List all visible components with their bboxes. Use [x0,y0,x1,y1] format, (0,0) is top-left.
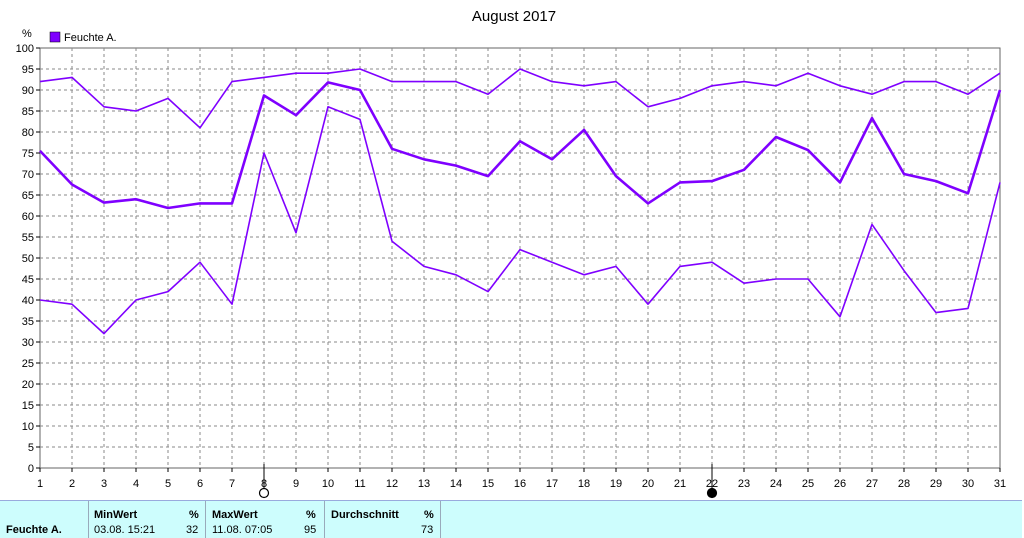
y-tick-label: 100 [16,43,34,55]
y-tick-label: 90 [22,85,34,97]
max-day-marker-icon [258,487,270,499]
x-tick-label: 18 [578,478,590,490]
x-tick-label: 20 [642,478,654,490]
x-tick-label: 21 [674,478,686,490]
max-value: 95 [304,524,317,536]
x-tick-label: 10 [322,478,334,490]
x-tick-label: 11 [354,478,365,490]
x-tick-label: 7 [229,478,235,490]
y-tick-label: 50 [22,253,34,265]
x-tick-label: 28 [898,478,910,490]
y-tick-label: 25 [22,358,34,370]
x-tick-label: 27 [866,478,878,490]
y-tick-label: 55 [22,232,34,244]
legend-label: Feuchte A. [64,32,117,44]
x-tick-label: 25 [802,478,814,490]
x-tick-label: 4 [133,478,139,490]
x-tick-label: 3 [101,478,107,490]
x-tick-label: 29 [930,478,942,490]
min-time: 03.08. 15:21 [94,524,156,536]
y-tick-label: 20 [22,379,34,391]
day-markers [258,464,718,499]
footer-max-cell: MaxWert % 11.08. 07:05 95 [206,501,325,538]
footer-avg-cell: Durchschnitt % 73 [325,501,441,538]
footer-series-cell: Feuchte A. [0,501,89,538]
y-tick-label: 5 [28,442,34,454]
y-tick-label: 35 [22,316,34,328]
y-axis: 0 5 10 15 20 25 30 35 40 45 50 55 60 65 70 75 80 85 90 95 10… [16,43,40,475]
avg-value: 73 [421,524,434,536]
x-tick-label: 1 [37,478,43,490]
footer-series-label: Feuchte A. [6,524,62,536]
x-tick-label: 2 [69,478,75,490]
y-tick-label: 95 [22,64,34,76]
y-tick-label: 80 [22,127,34,139]
y-tick-label: 0 [28,463,34,475]
min-header: MinWert [94,509,138,521]
y-tick-label: 70 [22,169,34,181]
x-tick-label: 15 [482,478,494,490]
x-tick-label: 19 [610,478,622,490]
y-tick-label: 65 [22,190,34,202]
avg-unit: % [424,509,434,521]
footer-min-cell: MinWert % 03.08. 15:21 32 [89,501,206,538]
y-tick-label: 40 [22,295,34,307]
y-tick-label: 60 [22,211,34,223]
x-tick-label: 23 [738,478,750,490]
max-time: 11.08. 07:05 [212,524,273,536]
series-line-min [39,106,1001,335]
y-tick-label: 30 [22,337,34,349]
series-line-mean [39,81,1002,210]
avg-header: Durchschnitt [331,509,399,521]
max-header: MaxWert [212,509,258,521]
y-tick-label: 85 [22,106,34,118]
x-tick-label: 6 [197,478,203,490]
chart-title: August 2017 [472,8,556,25]
grid [40,48,1000,468]
y-tick-label: 45 [22,274,34,286]
humidity-chart: 0510152025303540455055606570758085909510… [16,8,1006,499]
x-tick-label: 30 [962,478,974,490]
x-tick-label: 17 [546,478,558,490]
x-tick-label: 13 [418,478,430,490]
y-tick-label: 75 [22,148,34,160]
x-tick-label: 31 [994,478,1006,490]
stats-footer: Feuchte A. MinWert % 03.08. 15:21 32 Max… [0,500,1022,538]
min-day-marker-icon [706,487,718,499]
y-tick-label: 15 [22,400,34,412]
x-tick-label: 12 [386,478,398,490]
x-tick-label: 16 [514,478,526,490]
y-tick-label: 10 [22,421,34,433]
x-tick-label: 9 [293,478,299,490]
series-line-max [39,68,1001,129]
x-tick-label: 5 [165,478,171,490]
series-lines [39,68,1002,335]
x-tick-label: 14 [450,478,462,490]
x-tick-label: 26 [834,478,846,490]
x-tick-label: 24 [770,478,782,490]
y-axis-unit: % [22,28,32,40]
legend-swatch [49,31,61,43]
min-value: 32 [186,524,199,536]
x-axis: 1234567891011121314151617181920212223242… [37,468,1006,490]
max-unit: % [306,509,316,521]
min-unit: % [189,509,199,521]
